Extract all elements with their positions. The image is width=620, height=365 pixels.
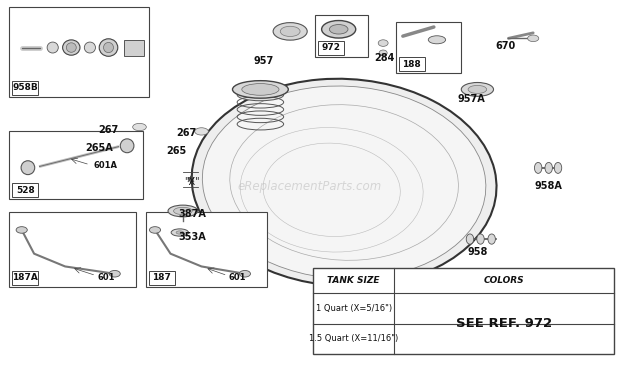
- Ellipse shape: [466, 234, 474, 244]
- Text: 187A: 187A: [12, 273, 38, 282]
- Ellipse shape: [239, 270, 250, 277]
- Text: 601: 601: [229, 273, 246, 281]
- Bar: [318, 41, 344, 55]
- Ellipse shape: [322, 20, 356, 38]
- Ellipse shape: [84, 42, 95, 53]
- Bar: [399, 57, 425, 71]
- Ellipse shape: [133, 123, 146, 131]
- Ellipse shape: [545, 162, 552, 173]
- Ellipse shape: [174, 207, 192, 215]
- Text: eReplacementParts.com: eReplacementParts.com: [238, 180, 382, 193]
- Text: 958B: 958B: [12, 84, 38, 92]
- Ellipse shape: [120, 139, 134, 153]
- Bar: [315, 15, 368, 57]
- Ellipse shape: [104, 42, 113, 53]
- Text: 188: 188: [402, 60, 421, 69]
- Ellipse shape: [21, 161, 35, 174]
- Ellipse shape: [378, 40, 388, 46]
- Bar: [313, 268, 614, 354]
- Ellipse shape: [468, 85, 487, 93]
- Ellipse shape: [554, 162, 562, 173]
- Text: 387A: 387A: [179, 208, 206, 219]
- Bar: [9, 7, 149, 97]
- Text: 601A: 601A: [93, 161, 117, 170]
- Ellipse shape: [149, 227, 161, 233]
- Ellipse shape: [202, 86, 486, 279]
- Text: 958A: 958A: [535, 181, 562, 191]
- Ellipse shape: [528, 35, 539, 42]
- Text: 1.5 Quart (X=11/16"): 1.5 Quart (X=11/16"): [309, 334, 398, 343]
- Bar: [12, 183, 38, 197]
- Text: "X": "X": [184, 177, 200, 187]
- Ellipse shape: [379, 50, 387, 56]
- Text: 958: 958: [467, 247, 487, 257]
- Ellipse shape: [232, 81, 288, 98]
- Bar: [12, 271, 38, 285]
- Ellipse shape: [461, 82, 494, 96]
- Text: TANK SIZE: TANK SIZE: [327, 276, 380, 285]
- Ellipse shape: [195, 128, 208, 135]
- Text: COLORS: COLORS: [484, 276, 525, 285]
- Ellipse shape: [99, 39, 118, 56]
- Text: 265A: 265A: [86, 143, 113, 153]
- Ellipse shape: [16, 227, 27, 233]
- Ellipse shape: [273, 23, 308, 40]
- Ellipse shape: [280, 26, 300, 36]
- Bar: [9, 212, 136, 287]
- Text: 670: 670: [495, 41, 515, 51]
- Ellipse shape: [129, 143, 141, 150]
- Ellipse shape: [66, 43, 76, 52]
- Ellipse shape: [428, 36, 446, 44]
- Text: 267: 267: [176, 128, 196, 138]
- Text: 957A: 957A: [458, 93, 485, 104]
- Text: 265: 265: [167, 146, 187, 157]
- Ellipse shape: [477, 234, 484, 244]
- Ellipse shape: [171, 229, 188, 236]
- Ellipse shape: [534, 162, 542, 173]
- Ellipse shape: [237, 89, 283, 101]
- Ellipse shape: [242, 84, 279, 95]
- Text: 528: 528: [16, 186, 35, 195]
- Bar: [396, 22, 461, 73]
- Bar: [146, 212, 267, 287]
- Ellipse shape: [192, 79, 497, 286]
- Text: 1 Quart (X=5/16"): 1 Quart (X=5/16"): [316, 304, 392, 313]
- Text: 284: 284: [374, 53, 394, 64]
- Text: 187: 187: [153, 273, 171, 282]
- Text: 601: 601: [97, 273, 115, 281]
- Ellipse shape: [488, 234, 495, 244]
- Ellipse shape: [168, 205, 198, 217]
- Text: 972: 972: [322, 43, 340, 52]
- Ellipse shape: [109, 270, 120, 277]
- Ellipse shape: [47, 42, 58, 53]
- Text: 353A: 353A: [179, 231, 206, 242]
- Ellipse shape: [63, 40, 80, 55]
- Ellipse shape: [176, 231, 184, 234]
- Bar: [149, 271, 175, 285]
- Text: SEE REF. 972: SEE REF. 972: [456, 317, 552, 330]
- Bar: [9, 131, 143, 199]
- Bar: [12, 81, 38, 95]
- Bar: [124, 39, 144, 55]
- Ellipse shape: [329, 24, 348, 34]
- Text: 267: 267: [99, 124, 118, 135]
- Text: 957: 957: [254, 56, 273, 66]
